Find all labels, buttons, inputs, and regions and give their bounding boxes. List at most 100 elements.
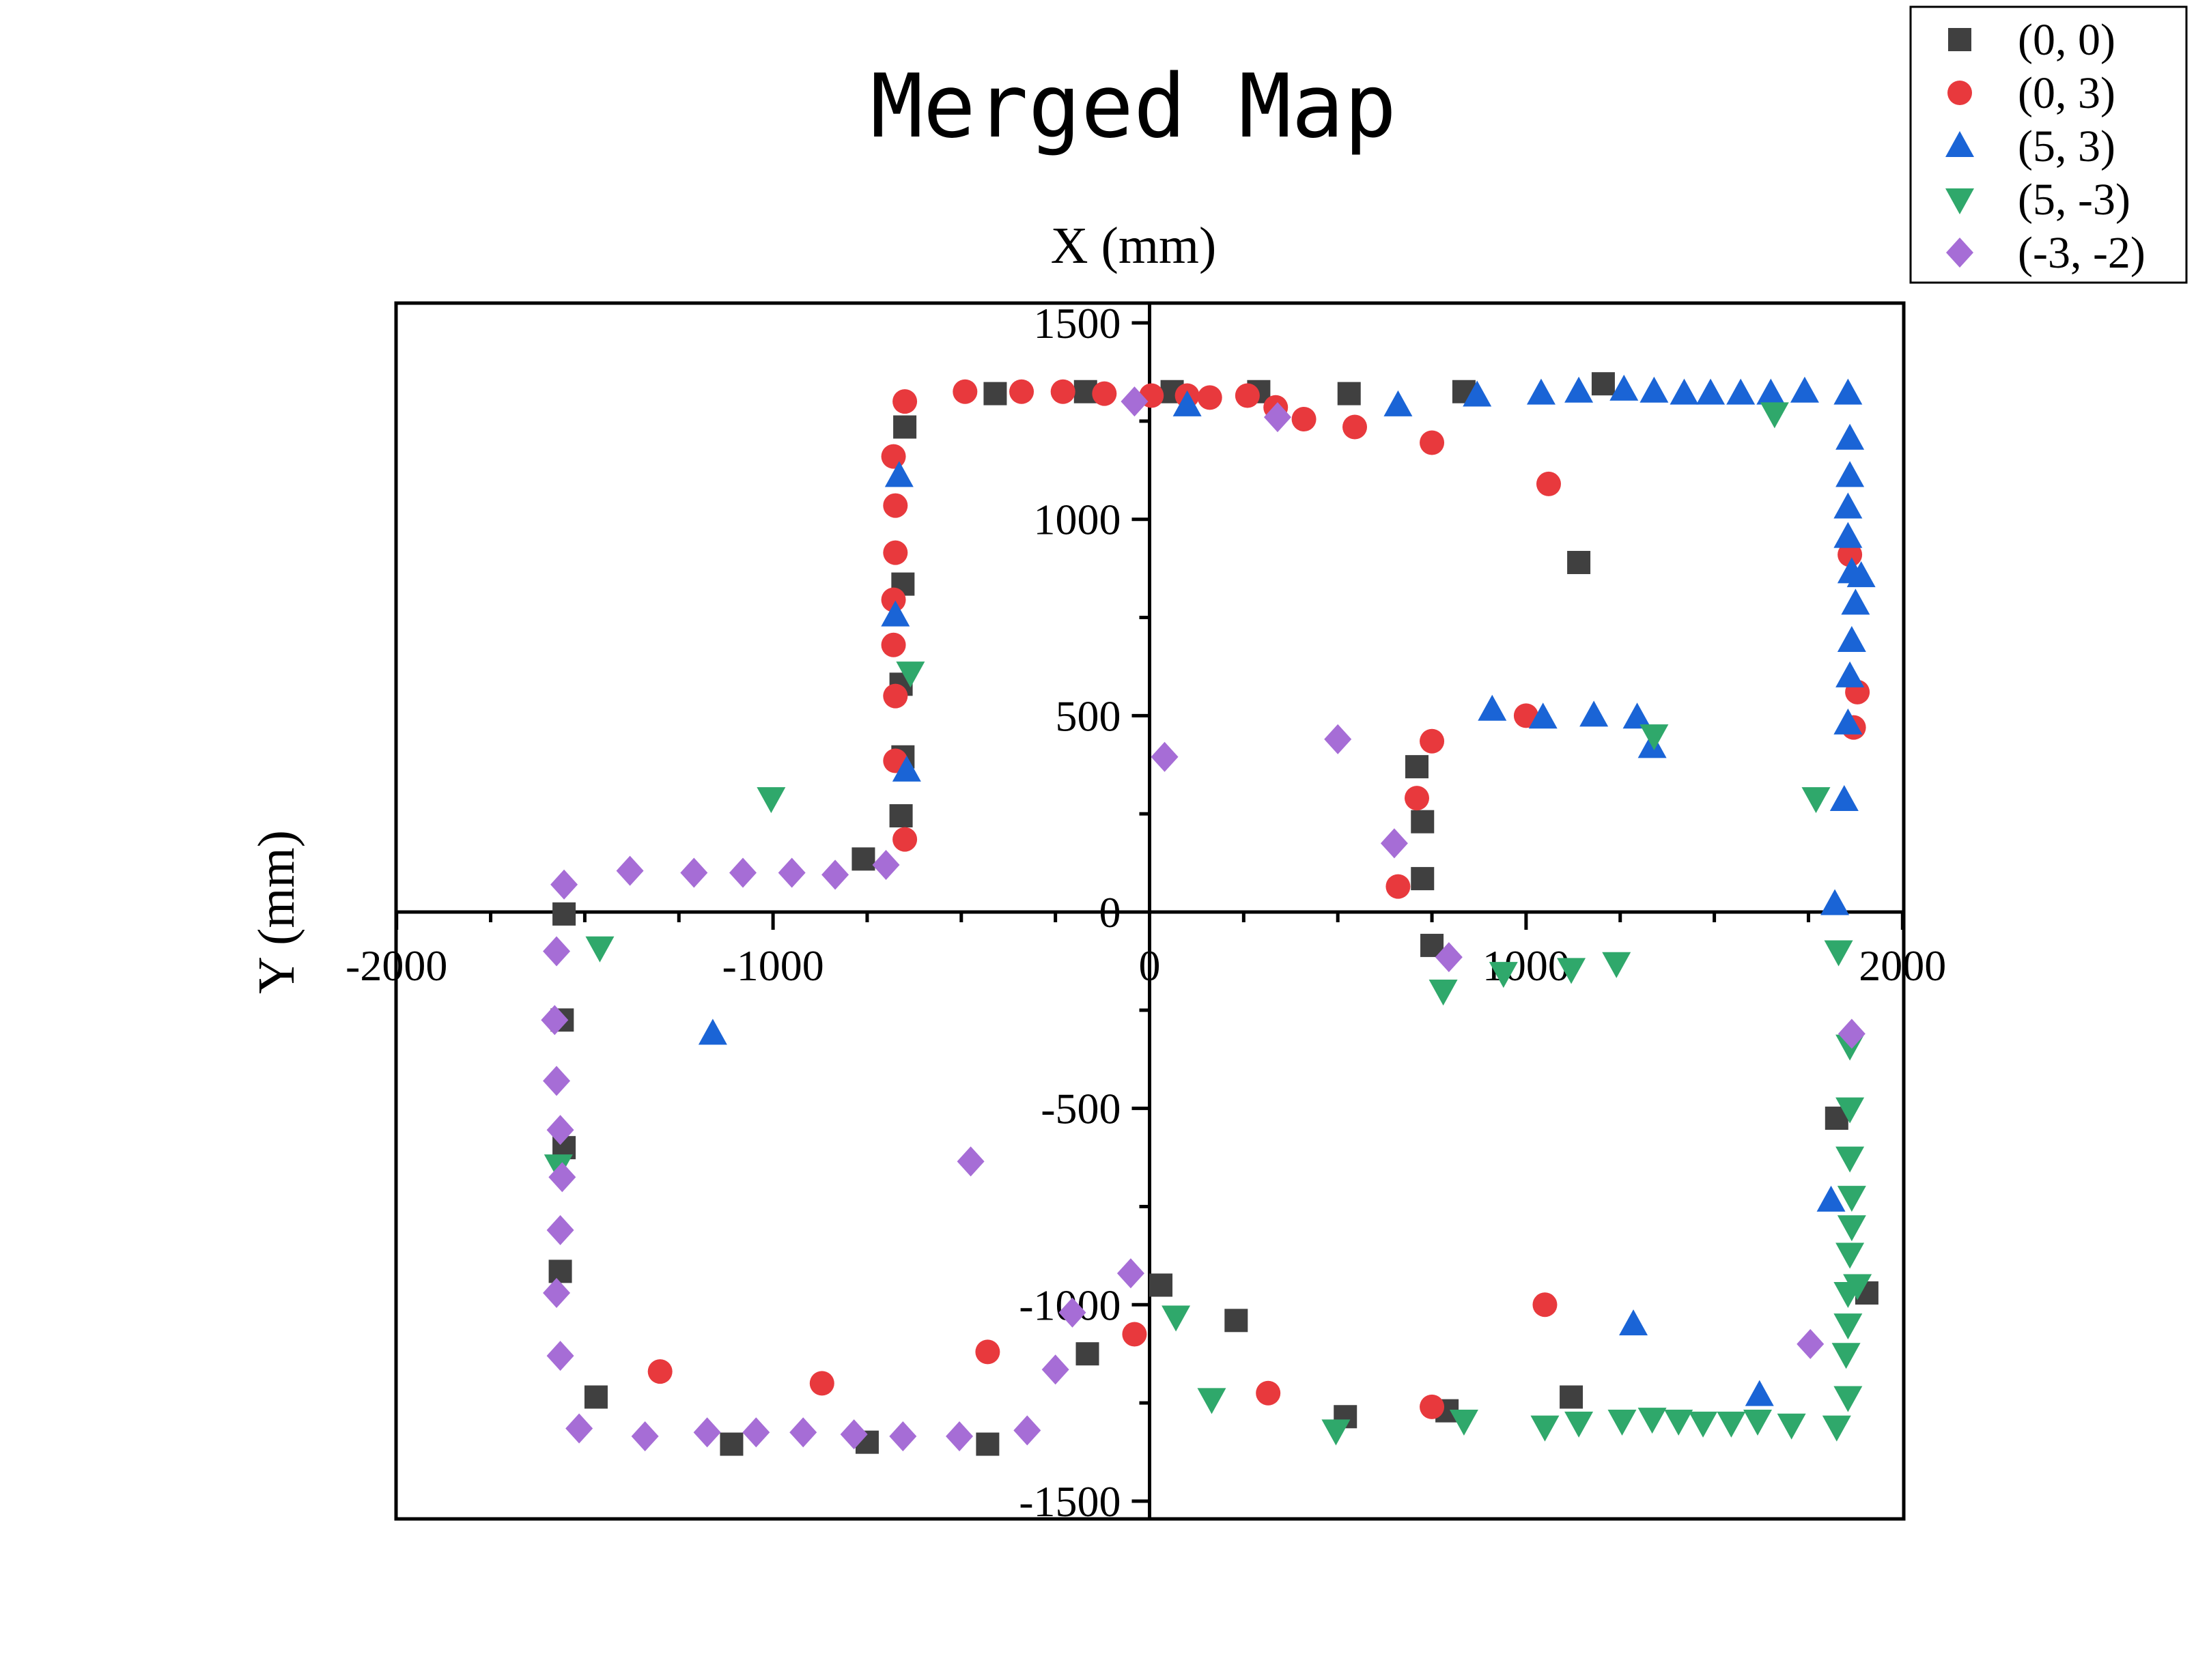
data-point	[1579, 700, 1609, 727]
data-point	[1263, 402, 1291, 433]
data-point	[1833, 708, 1863, 735]
data-point	[1829, 785, 1859, 812]
data-point	[1820, 889, 1850, 915]
data-point	[1846, 561, 1876, 588]
data-point	[720, 1432, 744, 1456]
legend-label: (5, 3)	[2018, 122, 2115, 171]
data-point	[1009, 379, 1034, 404]
data-point	[1816, 1185, 1846, 1212]
data-point	[548, 1162, 576, 1193]
legend-marker	[1948, 28, 1971, 51]
data-point	[631, 1421, 659, 1452]
data-point	[1291, 406, 1317, 431]
data-point	[1639, 724, 1669, 751]
data-point	[1530, 1415, 1560, 1442]
legend-marker	[1947, 81, 1972, 105]
legend-marker	[1945, 188, 1974, 214]
series-0	[548, 372, 1878, 1456]
data-point	[851, 847, 875, 871]
data-point	[1838, 1019, 1866, 1049]
data-point	[1843, 1274, 1872, 1300]
data-point	[1092, 381, 1117, 406]
legend-label: (5, -3)	[2018, 175, 2130, 225]
data-point	[1833, 522, 1863, 548]
data-point	[1420, 728, 1445, 754]
data-point	[1122, 1322, 1147, 1347]
data-point	[1833, 1313, 1863, 1340]
x-tick-label: 0	[1139, 941, 1161, 990]
data-point	[565, 1413, 593, 1444]
data-point	[957, 1146, 985, 1177]
data-point	[1564, 376, 1594, 403]
data-point	[1801, 787, 1831, 814]
data-point	[883, 683, 908, 709]
data-point	[946, 1421, 974, 1452]
data-point	[546, 1214, 574, 1245]
data-point	[1536, 471, 1561, 496]
data-point	[1609, 374, 1639, 401]
data-point	[1833, 1386, 1863, 1412]
data-point	[1833, 492, 1863, 519]
data-point	[543, 1278, 571, 1309]
y-tick-label: -1500	[1019, 1477, 1121, 1526]
legend-marker	[1945, 131, 1974, 157]
data-point	[881, 632, 906, 657]
data-point	[1428, 980, 1458, 1006]
data-point	[1489, 962, 1518, 988]
data-point	[1841, 588, 1870, 615]
data-point	[1557, 958, 1586, 984]
x-tick-label: -1000	[722, 941, 824, 990]
data-point	[1760, 402, 1789, 429]
series-4	[541, 386, 1866, 1452]
data-point	[1670, 378, 1699, 405]
data-point	[892, 755, 921, 782]
x-tick-label: 2000	[1859, 941, 1946, 990]
y-tick-label: 1500	[1034, 299, 1121, 347]
data-point	[552, 902, 576, 926]
data-point	[1607, 1410, 1637, 1436]
data-point	[548, 1259, 572, 1283]
data-point	[1619, 1309, 1648, 1336]
legend: (0, 0)(0, 3)(5, 3)(5, -3)(-3, -2)	[1909, 5, 2188, 284]
data-point	[1256, 1380, 1281, 1406]
data-point	[1404, 786, 1429, 811]
legend-label: (-3, -2)	[2018, 228, 2145, 278]
data-point	[1324, 724, 1352, 754]
data-point	[543, 936, 571, 967]
data-point	[1777, 1413, 1806, 1440]
data-point	[1837, 1186, 1866, 1212]
data-point	[1824, 940, 1853, 967]
data-point	[1835, 1242, 1865, 1269]
data-point	[809, 1371, 834, 1396]
data-point	[881, 600, 910, 627]
data-points	[541, 372, 1878, 1456]
data-point	[1835, 461, 1865, 487]
data-point	[1743, 1410, 1773, 1436]
data-point	[1835, 1097, 1865, 1124]
data-point	[1380, 828, 1408, 859]
legend-label: (0, 3)	[2018, 68, 2115, 118]
data-point	[975, 1339, 1000, 1365]
data-point	[1151, 741, 1179, 772]
data-point	[889, 1421, 917, 1452]
x-axis-label: X (mm)	[1051, 217, 1217, 274]
data-point	[1797, 1328, 1825, 1359]
data-point	[1162, 1305, 1191, 1332]
data-point	[1449, 1410, 1478, 1436]
data-point	[1197, 1388, 1226, 1414]
data-point	[883, 540, 908, 565]
x-tick-label: -2000	[346, 941, 447, 990]
data-point	[892, 827, 918, 852]
data-point	[585, 936, 615, 963]
data-point	[693, 1417, 721, 1448]
series-3	[544, 402, 1872, 1446]
data-point	[1835, 1146, 1865, 1173]
data-point	[1591, 372, 1615, 396]
data-point	[1197, 385, 1222, 410]
data-point	[1622, 702, 1652, 729]
chart-title: Merged Map	[871, 56, 1397, 158]
legend-label: (0, 0)	[2018, 15, 2115, 65]
data-point	[1822, 1415, 1851, 1442]
data-point	[881, 444, 906, 469]
data-point	[1837, 1215, 1866, 1242]
